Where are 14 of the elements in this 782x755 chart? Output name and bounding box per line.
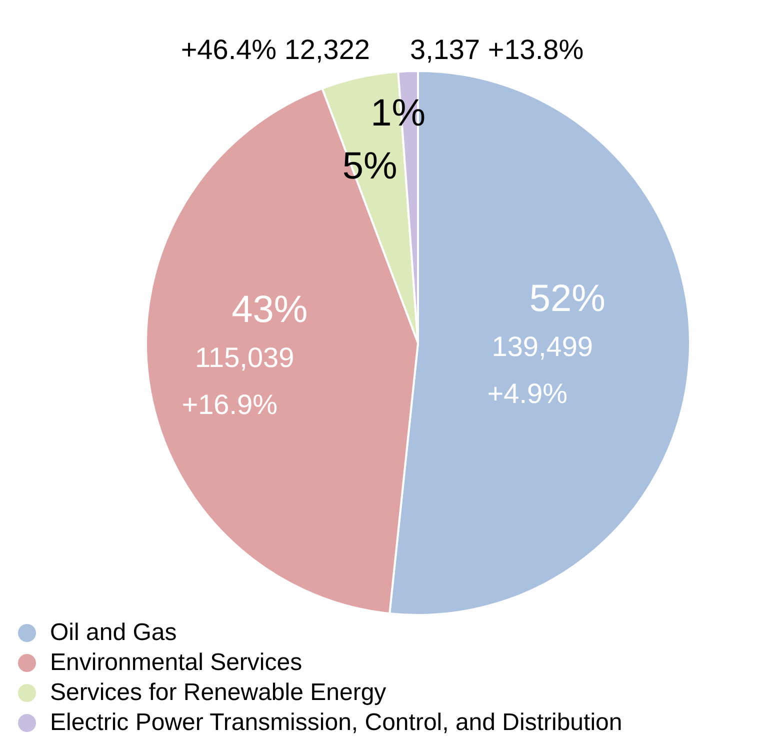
- legend-label: Electric Power Transmission, Control, and Distribution: [50, 708, 622, 738]
- text: +46.4% 12,322: [180, 34, 370, 65]
- legend-label: Oil and Gas: [50, 618, 177, 648]
- legend-label: Services for Renewable Energy: [50, 678, 386, 708]
- text: 43%: [232, 289, 308, 332]
- data-label: 115,039: [195, 342, 294, 374]
- text: +4.9%: [487, 378, 568, 409]
- text: 1%: [370, 92, 426, 135]
- legend-label: Environmental Services: [50, 648, 302, 678]
- text: +16.9%: [182, 389, 278, 420]
- text: 5%: [342, 145, 398, 188]
- text: 52%: [529, 278, 606, 320]
- data-label: 139,499: [492, 330, 594, 362]
- text: 3,137 +13.8%: [410, 34, 584, 65]
